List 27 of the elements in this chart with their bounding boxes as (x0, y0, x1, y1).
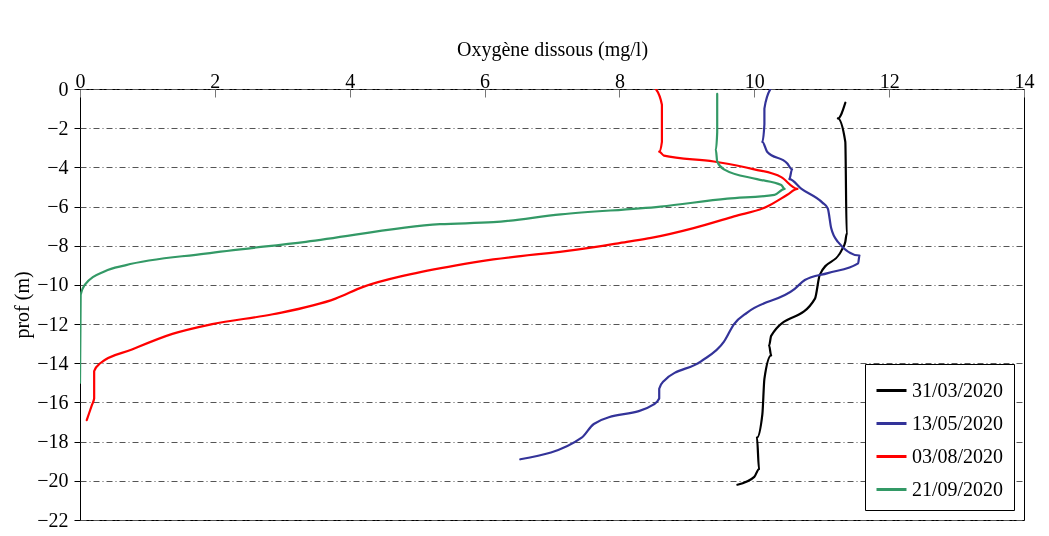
y-tick-label: −16 (37, 390, 69, 413)
y-tick-label: −2 (47, 116, 69, 139)
line-series (736, 101, 848, 486)
y-tick-label: −12 (37, 312, 69, 335)
y-tick-label: −4 (47, 155, 69, 178)
line-series (519, 89, 861, 461)
legend-label: 03/08/2020 (912, 444, 1004, 467)
y-tick-label: −6 (47, 195, 69, 218)
x-tick-label: 4 (345, 69, 356, 92)
legend-label: 13/05/2020 (912, 411, 1004, 434)
y-tick-label: −8 (47, 234, 69, 257)
x-axis-title: Oxygène dissous (mg/l) (456, 37, 649, 61)
y-tick-label: −20 (37, 469, 69, 492)
y-tick-label: −22 (37, 508, 69, 531)
x-tick-label: 10 (744, 69, 765, 92)
x-tick-label: 2 (210, 69, 221, 92)
x-tick-label: 0 (75, 69, 86, 92)
x-tick-label: 12 (879, 69, 900, 92)
y-tick-label: −18 (37, 430, 69, 453)
y-axis-title: prof (m) (11, 271, 35, 339)
legend-label: 31/03/2020 (912, 378, 1004, 401)
legend-label: 21/09/2020 (912, 477, 1004, 500)
x-tick-label: 6 (480, 69, 491, 92)
y-tick-label: −14 (37, 351, 69, 374)
y-tick-label: −10 (37, 273, 69, 296)
x-tick-label: 14 (1014, 69, 1035, 92)
x-tick-label: 8 (614, 69, 625, 92)
